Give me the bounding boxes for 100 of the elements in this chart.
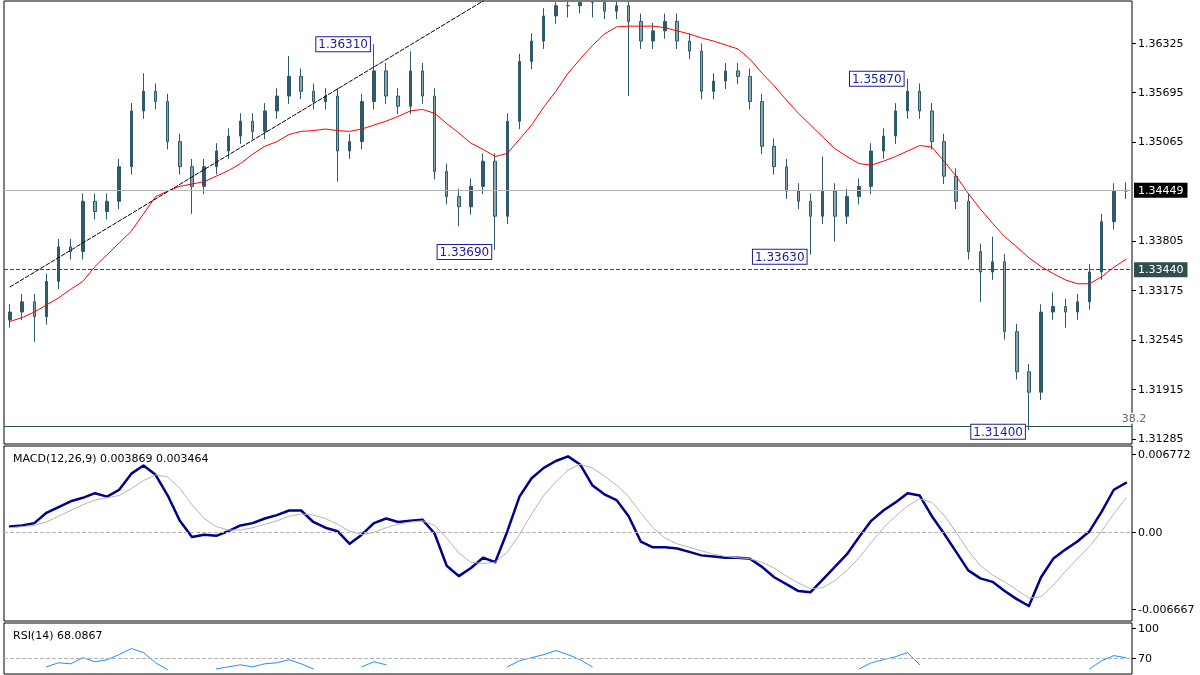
candlestick [906,78,909,120]
annotation: MACD(12,26,9) 0.003869 0.003464 [13,452,209,465]
candlestick [215,142,218,176]
candlestick [421,62,424,105]
candlestick [409,50,412,115]
candlestick [954,167,958,210]
candlestick [566,1,570,18]
candlestick [481,152,485,195]
candlestick [991,236,994,281]
candlestick [20,293,24,321]
y-tick-label: 1.33175 [1138,283,1184,297]
annotation: 38.2 [1121,411,1147,425]
candlestick [869,142,873,195]
candlestick [336,87,339,183]
candlestick [360,93,364,150]
candlestick [433,87,436,180]
candlestick [105,192,109,220]
candlestick [227,127,230,160]
candlestick [1088,263,1091,311]
candlestick [748,68,752,110]
candlestick [1100,213,1103,281]
candlestick [857,178,861,205]
candlestick [93,192,97,220]
candlestick [967,192,970,260]
annotation: 1.31400 [973,424,1023,439]
candlestick [372,43,376,110]
candlestick [469,178,473,216]
annotation: 1.35870 [851,71,902,86]
candlestick [639,13,643,50]
candlestick [760,93,764,155]
candlestick [445,163,448,205]
candlestick [166,93,169,150]
y-tick-label: 1.35695 [1138,86,1184,100]
candlestick [724,62,727,90]
candlestick [518,53,521,130]
candlestick [688,32,691,60]
candlestick [384,62,388,105]
candlestick [312,82,315,110]
candlestick [1015,323,1019,381]
candlestick [396,87,400,115]
y-tick-label: -0.006667 [1138,602,1195,616]
candlestick [348,133,351,160]
candlestick [918,82,921,120]
candlestick [930,102,934,150]
candlestick [845,188,849,225]
annotation: 1.33630 [754,249,805,264]
candlestick [299,68,303,100]
candlestick [251,112,254,140]
candlestick [675,13,679,50]
candlestick [809,192,812,256]
annotation: 1.33690 [439,244,490,259]
candlestick [1039,303,1043,401]
candlestick [894,102,897,145]
candlestick [1112,182,1116,231]
candlestick [263,102,267,140]
candlestick [1051,291,1055,321]
candlestick [530,32,533,70]
candlestick [615,1,618,20]
candlestick [821,156,824,225]
candlestick [542,7,545,50]
candlestick [190,158,194,215]
y-tick-label: 1.35065 [1138,135,1184,149]
annotation: 1.36310 [318,37,368,52]
candlestick [130,102,133,176]
candlestick [651,22,655,50]
candlestick [457,188,461,227]
candlestick [942,133,946,185]
candlestick [287,55,291,105]
candlestick [81,192,85,260]
candlestick [882,127,885,160]
annotation: RSI(14) 68.0867 [13,629,103,642]
candlestick [785,158,788,200]
candlestick [663,13,667,40]
line-series [9,25,1127,322]
candlestick [797,182,800,210]
y-tick-label: 0.00 [1138,525,1163,539]
candlestick [700,42,703,100]
candlestick [69,238,72,260]
candlestick [506,112,509,225]
y-tick-label: 1.32545 [1138,333,1184,347]
y-tick-label: 70 [1138,652,1152,666]
candlestick [275,87,279,120]
candlestick [1076,293,1079,321]
y-tick-label: 1.31915 [1138,382,1184,396]
candlestick [833,182,837,242]
candlestick [1003,253,1006,341]
y-tick-label: 1.36325 [1138,36,1184,50]
candlestick [33,293,36,343]
candlestick [554,1,558,25]
y-tick-label: 1.31285 [1138,432,1184,446]
candlestick [8,303,12,329]
candlestick [493,152,497,251]
candlestick [117,158,121,210]
candlestick [154,82,157,110]
candlestick [772,137,776,176]
ref-line-label: 1.33440 [1138,263,1184,277]
candlestick [712,72,715,100]
candlestick [142,72,145,120]
y-tick-label: 100 [1138,621,1159,635]
candlestick [1064,298,1067,329]
